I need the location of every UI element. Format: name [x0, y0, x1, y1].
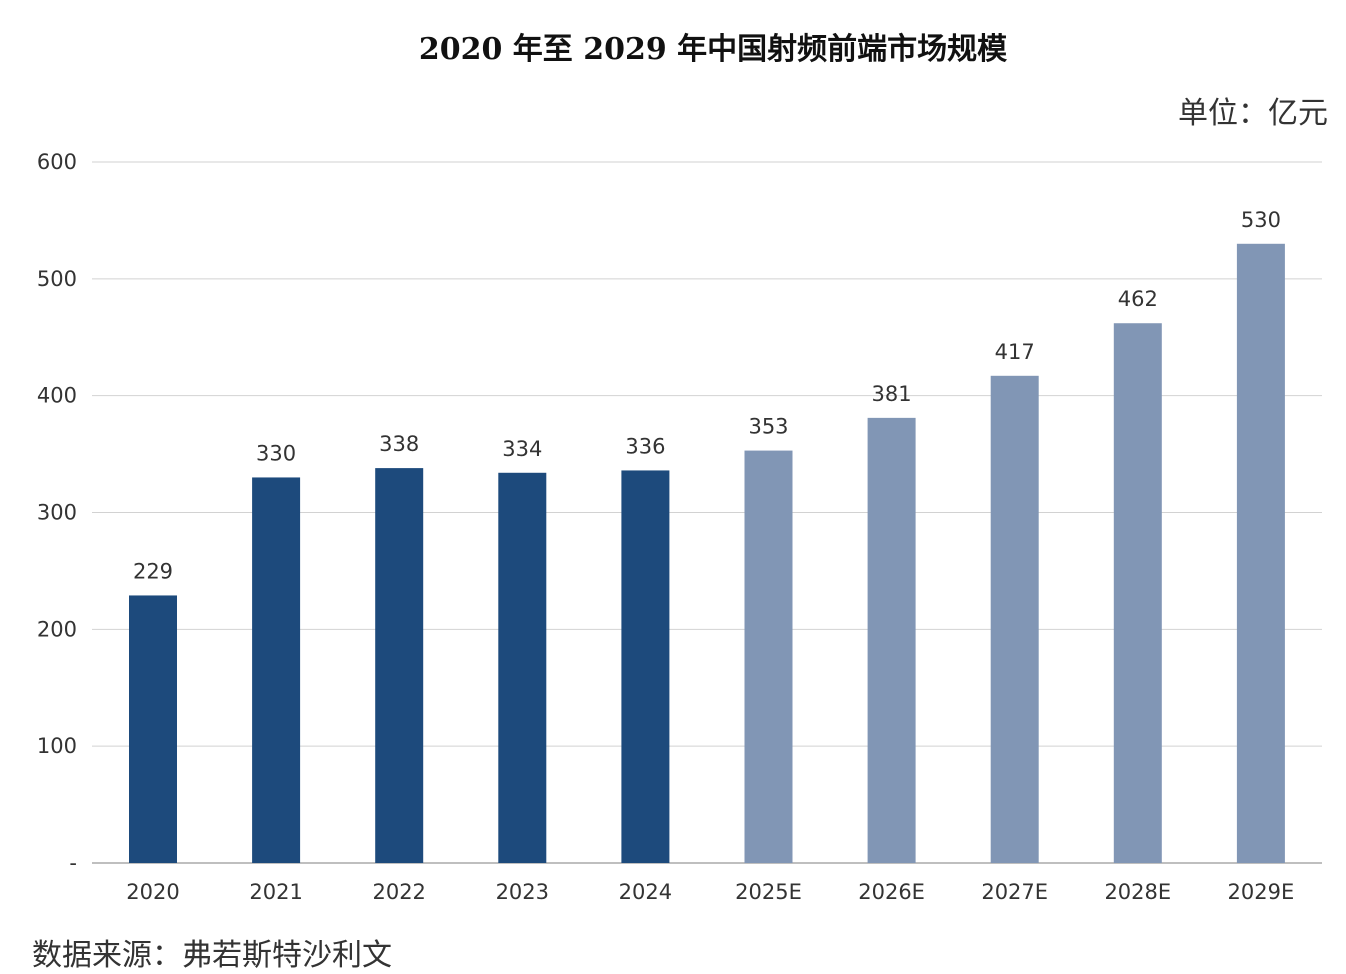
data-label-2028E: 462: [1118, 287, 1158, 311]
x-tick-label-2023: 2023: [496, 880, 549, 904]
bar-2020: [129, 595, 177, 863]
x-tick-label-2029E: 2029E: [1228, 880, 1295, 904]
y-tick-label: -: [69, 851, 77, 875]
y-axis-ticks: - 100 200 300 400 500 600: [37, 150, 77, 875]
x-tick-label-2028E: 2028E: [1104, 880, 1171, 904]
data-label-2024: 336: [625, 434, 665, 458]
data-labels: 229 330 338 334 336 353 381 417 462 530: [133, 208, 1281, 584]
y-tick-label: 300: [37, 501, 77, 525]
x-tick-label-2024: 2024: [619, 880, 672, 904]
x-tick-label-2020: 2020: [126, 880, 179, 904]
chart-title: 2020 年至 2029 年中国射频前端市场规模: [418, 32, 1008, 67]
x-tick-label-2026E: 2026E: [858, 880, 925, 904]
x-axis-ticks: 2020 2021 2022 2023 2024 2025E 2026E 2027E 2028E…: [126, 880, 1294, 904]
y-tick-label: 100: [37, 734, 77, 758]
x-tick-label-2022: 2022: [372, 880, 425, 904]
bar-2029E: [1236, 243, 1285, 864]
data-label-2027E: 417: [995, 340, 1035, 364]
x-tick-label-2021: 2021: [249, 880, 302, 904]
x-tick-label-2027E: 2027E: [981, 880, 1048, 904]
bar-2026E: [867, 417, 916, 863]
bar-2025E: [744, 450, 793, 863]
unit-label: 单位：亿元: [1178, 96, 1328, 131]
data-source-note: 数据来源：弗若斯特沙利文: [32, 938, 392, 973]
data-label-2022: 338: [379, 432, 419, 456]
y-tick-label: 200: [37, 617, 77, 641]
bar-2028E: [1113, 323, 1162, 864]
data-label-2023: 334: [502, 437, 542, 461]
bar-2023: [498, 472, 547, 863]
data-label-2026E: 381: [872, 382, 912, 406]
data-label-2025E: 353: [748, 415, 788, 439]
data-label-2020: 229: [133, 559, 173, 583]
y-tick-label: 600: [37, 150, 77, 174]
bar-2027E: [990, 375, 1039, 863]
data-label-2021: 330: [256, 441, 296, 465]
bar-2022: [375, 468, 424, 863]
bars: [129, 243, 1285, 864]
x-tick-label-2025E: 2025E: [735, 880, 802, 904]
bar-2021: [252, 477, 301, 863]
bar-2024: [621, 470, 670, 863]
data-label-2029E: 530: [1241, 208, 1281, 232]
y-tick-label: 500: [37, 267, 77, 291]
y-tick-label: 400: [37, 384, 77, 408]
